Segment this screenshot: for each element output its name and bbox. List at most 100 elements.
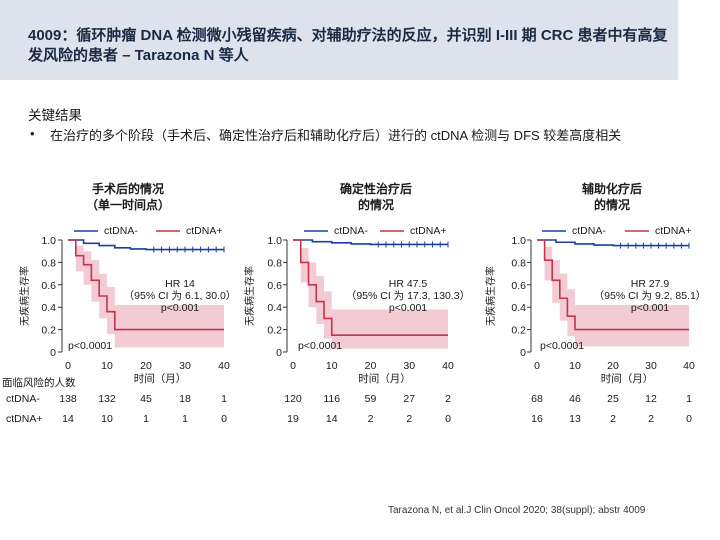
risk-count: 2: [406, 413, 412, 425]
y-tick-label: 0.8: [511, 257, 526, 269]
x-tick-label: 40: [683, 360, 695, 372]
risk-count: 18: [179, 393, 191, 405]
legend-label: ctDNA-: [572, 225, 606, 237]
risk-count: 45: [140, 393, 152, 405]
y-tick-label: 0: [276, 347, 282, 359]
x-tick-label: 20: [140, 360, 152, 372]
risk-row-label-positive: ctDNA+: [6, 413, 42, 425]
y-tick-label: 0.2: [267, 325, 282, 337]
risk-count: 2: [368, 413, 374, 425]
ctdna-positive-curve: [68, 239, 224, 331]
risk-count: 0: [445, 413, 451, 425]
bullet-symbol: •: [30, 126, 35, 141]
risk-count: 120: [284, 393, 302, 405]
risk-count: 1: [686, 393, 692, 405]
x-axis-label: 时间（月）: [134, 372, 187, 385]
hazard-ratio: HR 47.5: [389, 278, 428, 290]
km-panel-0: [58, 230, 225, 353]
risk-count: 59: [365, 393, 377, 405]
y-tick-label: 0.6: [267, 280, 282, 292]
y-tick-label: 1.0: [41, 235, 56, 247]
citation-footer: Tarazona N, et al.J Clin Oncol 2020; 38(…: [388, 505, 646, 516]
risk-count: 116: [323, 393, 340, 405]
x-tick-label: 10: [101, 360, 113, 372]
legend-label: ctDNA-: [104, 225, 138, 237]
risk-count: 2: [445, 393, 451, 405]
ctdna-positive-curve: [293, 239, 448, 336]
confidence-interval: （95% CI 为 9.2, 85.1）: [594, 290, 707, 302]
y-tick-label: 0: [520, 347, 526, 359]
risk-count: 1: [221, 393, 227, 405]
x-tick-label: 40: [442, 360, 454, 372]
logrank-p-value: p<0.0001: [540, 340, 584, 352]
km-panel-1: [283, 230, 449, 353]
risk-count: 25: [607, 393, 619, 405]
legend-label: ctDNA+: [410, 225, 446, 237]
header-banner: [0, 0, 720, 80]
y-tick-label: 0.8: [267, 257, 282, 269]
page-title: 4009：循环肿瘤 DNA 检测微小残留疾病、对辅助疗法的反应，并识别 I-II…: [28, 27, 668, 64]
risk-count: 14: [326, 413, 338, 425]
p-value: p<0.001: [389, 302, 427, 314]
y-tick-label: 0.6: [511, 280, 526, 292]
legend-label: ctDNA+: [186, 225, 222, 237]
y-tick-label: 0.6: [41, 280, 56, 292]
x-tick-label: 20: [607, 360, 619, 372]
y-tick-label: 0.4: [41, 302, 56, 314]
y-tick-label: 1.0: [267, 235, 282, 247]
risk-count: 2: [610, 413, 616, 425]
risk-count: 14: [62, 413, 74, 425]
x-tick-label: 30: [403, 360, 415, 372]
hazard-ratio: HR 27.9: [631, 278, 670, 290]
hazard-ratio: HR 14: [165, 278, 195, 290]
x-axis-label: 时间（月）: [601, 372, 654, 385]
risk-count: 16: [531, 413, 543, 425]
panel-title-adjuvant: 辅助化疗后 的情况: [581, 182, 642, 212]
x-axis-label: 时间（月）: [358, 372, 411, 385]
risk-count: 13: [569, 413, 581, 425]
x-tick-label: 0: [65, 360, 71, 372]
risk-count: 0: [686, 413, 692, 425]
risk-count: 19: [287, 413, 299, 425]
x-tick-label: 0: [534, 360, 540, 372]
risk-count: 46: [569, 393, 581, 405]
risk-count: 27: [403, 393, 415, 405]
y-axis-label: 无疾病生存率: [484, 266, 497, 326]
y-tick-label: 0.2: [511, 325, 526, 337]
bullet-text: 在治疗的多个阶段（手术后、确定性治疗后和辅助化疗后）进行的 ctDNA 检测与 …: [50, 128, 622, 143]
x-tick-label: 10: [569, 360, 581, 372]
panel-title-surgery: 手术后的情况 （单一时间点）: [85, 182, 170, 212]
header-accent: [678, 0, 720, 80]
y-tick-label: 0.2: [41, 325, 56, 337]
x-tick-label: 30: [179, 360, 191, 372]
confidence-interval: （95% CI 为 17.3, 130.3）: [346, 290, 470, 302]
ctdna-positive-ci-band: [68, 240, 224, 348]
ctdna-positive-curve: [537, 239, 689, 331]
x-tick-label: 10: [326, 360, 338, 372]
risk-count: 138: [59, 393, 77, 405]
risk-count: 1: [182, 413, 188, 425]
y-axis-label: 无疾病生存率: [243, 266, 256, 326]
km-panel-2: [527, 230, 690, 353]
ctdna-negative-curve: [68, 239, 224, 251]
x-tick-label: 30: [645, 360, 657, 372]
y-tick-label: 0.4: [267, 302, 282, 314]
risk-count: 132: [98, 393, 116, 405]
y-tick-label: 0.8: [41, 257, 56, 269]
risk-count: 68: [531, 393, 543, 405]
risk-table-title: 面临风险的人数: [2, 376, 76, 389]
p-value: p<0.001: [161, 302, 199, 314]
logrank-p-value: p<0.0001: [298, 340, 342, 352]
legend-label: ctDNA-: [334, 225, 368, 237]
risk-count: 12: [645, 393, 657, 405]
risk-count: 0: [221, 413, 227, 425]
risk-count: 10: [101, 413, 113, 425]
y-tick-label: 0: [50, 347, 56, 359]
section-title: 关键结果: [28, 108, 82, 123]
risk-count: 1: [143, 413, 149, 425]
y-tick-label: 1.0: [511, 235, 526, 247]
x-tick-label: 20: [365, 360, 377, 372]
risk-row-label-negative: ctDNA-: [6, 393, 40, 405]
y-axis-label: 无疾病生存率: [18, 266, 31, 326]
